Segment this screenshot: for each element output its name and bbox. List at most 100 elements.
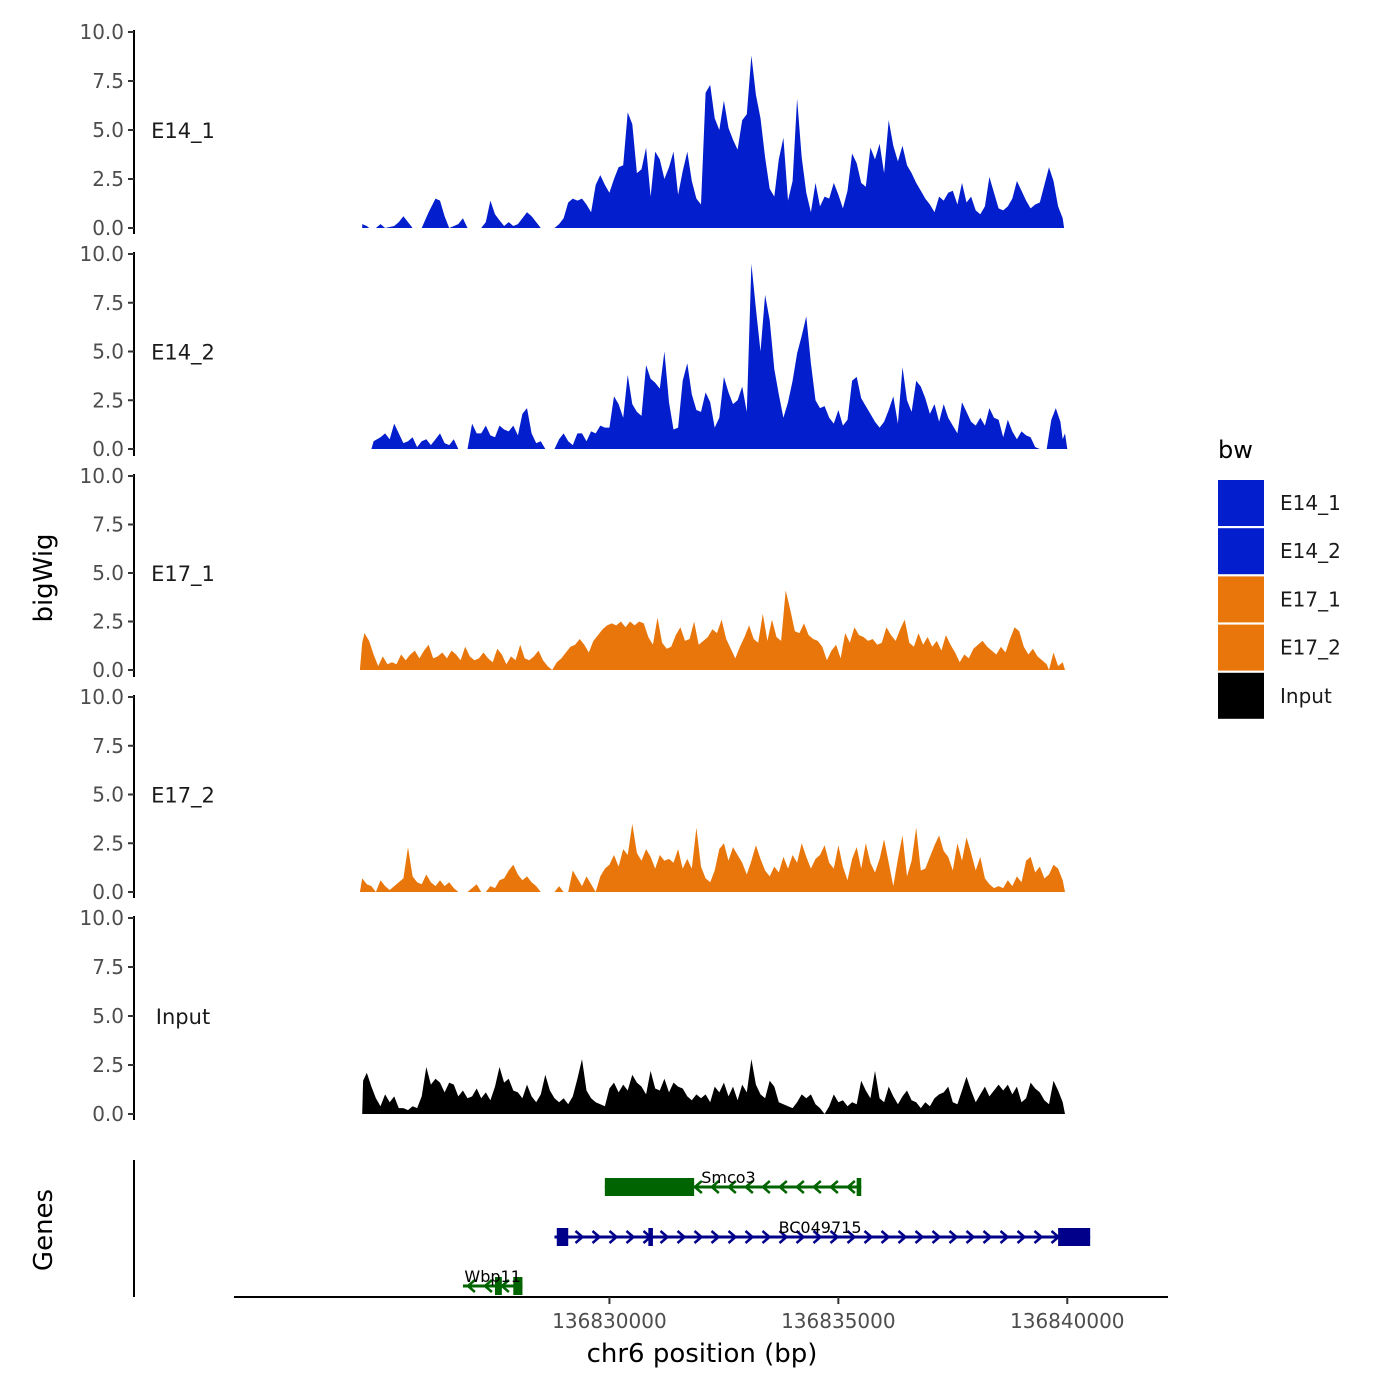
track-e14-1: 0.0 2.5 5.0 7.5 10.0 E14_1: [79, 20, 1065, 240]
coverage-area: [359, 590, 1065, 670]
coverage-area: [359, 823, 1065, 892]
strand-chevron: [574, 1230, 585, 1244]
legend-label: E14_2: [1280, 539, 1341, 563]
y-tick-label: 0.0: [92, 437, 124, 461]
strand-chevron: [828, 1180, 839, 1194]
legend-swatch: [1218, 528, 1264, 575]
y-tick-label: 7.5: [92, 291, 124, 315]
strand-chevron: [863, 1230, 874, 1244]
y-tick-label: 0.0: [92, 216, 124, 240]
strand-chevron: [726, 1180, 737, 1194]
gene-exon: [856, 1178, 862, 1196]
legend-label: E17_2: [1280, 636, 1341, 660]
gene-exon: [1058, 1228, 1091, 1246]
track-label: E14_1: [151, 119, 215, 144]
strand-chevron: [500, 1279, 510, 1293]
strand-chevron: [727, 1230, 738, 1244]
strand-chevron: [483, 1279, 493, 1293]
gene-annotation-panel: 136830000 136835000 136840000 Smco3 BC049715…: [133, 1160, 1168, 1333]
strand-chevron: [811, 1180, 822, 1194]
strand-chevron: [880, 1230, 891, 1244]
strand-chevron: [692, 1180, 703, 1194]
y-tick-label: 0.0: [92, 880, 124, 904]
track-e14-2: 0.0 2.5 5.0 7.5 10.0 E14_2: [79, 242, 1068, 461]
y-tick-label: 2.5: [92, 388, 124, 412]
track-label: E17_2: [151, 784, 215, 809]
strand-chevron: [931, 1230, 942, 1244]
y-tick-label: 10.0: [79, 242, 124, 266]
x-tick-label: 136830000: [552, 1309, 667, 1333]
strand-chevron: [1016, 1230, 1027, 1244]
y-tick-label: 7.5: [92, 734, 124, 758]
strand-chevron: [676, 1230, 687, 1244]
y-tick-label: 10.0: [79, 685, 124, 709]
strand-chevron: [948, 1230, 959, 1244]
strand-chevron: [778, 1230, 789, 1244]
gene-label: BC049715: [779, 1218, 862, 1237]
y-tick-label: 10.0: [79, 906, 124, 930]
strand-chevron: [761, 1230, 772, 1244]
legend-label: E17_1: [1280, 587, 1341, 611]
legend-swatch: [1218, 576, 1264, 623]
gene-exon: [513, 1277, 523, 1295]
gene-exon: [556, 1228, 569, 1246]
coverage-area: [362, 55, 1065, 228]
strand-chevron: [709, 1180, 720, 1194]
strand-chevron: [466, 1279, 476, 1293]
legend-item-e17-2: E17_2: [1218, 624, 1341, 671]
strand-chevron: [608, 1230, 619, 1244]
y-axis-title: bigWig: [29, 533, 59, 622]
coverage-area: [371, 263, 1068, 449]
x-tick-label: 136840000: [1010, 1309, 1125, 1333]
strand-chevron: [625, 1230, 636, 1244]
y-tick-label: 2.5: [92, 1053, 124, 1077]
y-tick-label: 2.5: [92, 610, 124, 634]
x-tick-label: 136835000: [781, 1309, 896, 1333]
gene-exon: [494, 1277, 502, 1295]
legend-item-e17-1: E17_1: [1218, 576, 1341, 623]
y-tick-label: 10.0: [79, 20, 124, 44]
strand-chevron: [914, 1230, 925, 1244]
legend-label: E14_1: [1280, 491, 1341, 515]
strand-chevron: [760, 1180, 771, 1194]
legend-item-e14-2: E14_2: [1218, 528, 1341, 575]
strand-chevron: [846, 1230, 857, 1244]
gene-label: Wbp11: [464, 1267, 521, 1286]
y-tick-label: 5.0: [92, 1004, 124, 1028]
strand-chevron: [659, 1230, 670, 1244]
track-e17-1: 0.0 2.5 5.0 7.5 10.0 E17_1: [79, 464, 1065, 682]
strand-chevron: [794, 1180, 805, 1194]
y-tick-label: 5.0: [92, 561, 124, 585]
strand-chevron: [897, 1230, 908, 1244]
gene-bc049715: BC049715: [554, 1218, 1091, 1246]
track-label: Input: [156, 1005, 210, 1029]
y-tick-label: 2.5: [92, 831, 124, 855]
y-tick-label: 5.0: [92, 118, 124, 142]
legend-swatch: [1218, 624, 1264, 671]
strand-chevron: [999, 1230, 1010, 1244]
track-input: 0.0 2.5 5.0 7.5 10.0 Input: [79, 906, 1065, 1126]
x-axis-title: chr6 position (bp): [587, 1339, 818, 1369]
strand-chevron: [591, 1230, 602, 1244]
strand-chevron: [812, 1230, 823, 1244]
track-label: E14_2: [151, 341, 215, 366]
y-tick-label: 5.0: [92, 340, 124, 364]
legend-label: Input: [1280, 684, 1332, 708]
legend-item-e14-1: E14_1: [1218, 480, 1341, 526]
y-tick-label: 7.5: [92, 69, 124, 93]
strand-chevron: [795, 1230, 806, 1244]
strand-chevron: [743, 1180, 754, 1194]
y-tick-label: 2.5: [92, 167, 124, 191]
gene-exon: [604, 1178, 695, 1196]
y-tick-label: 10.0: [79, 464, 124, 488]
strand-chevron: [982, 1230, 993, 1244]
legend: bw E14_1 E14_2 E17_1 E17_2 Input: [1218, 436, 1341, 719]
y-tick-label: 7.5: [92, 955, 124, 979]
strand-chevron: [845, 1180, 856, 1194]
legend-item-input: Input: [1218, 672, 1332, 719]
y-tick-label: 0.0: [92, 1102, 124, 1126]
strand-chevron: [744, 1230, 755, 1244]
gene-wbp11: Wbp11: [462, 1267, 523, 1295]
y-tick-label: 5.0: [92, 783, 124, 807]
